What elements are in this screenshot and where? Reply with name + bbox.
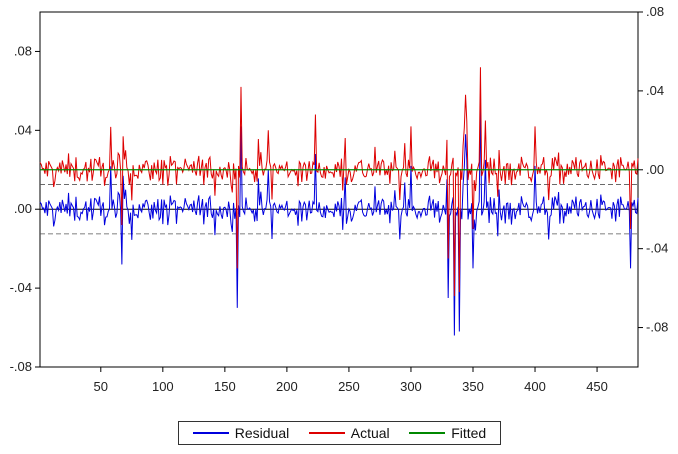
x-tick-label: 250 — [338, 379, 360, 394]
x-tick-label: 100 — [152, 379, 174, 394]
x-tick-label: 450 — [586, 379, 608, 394]
y-right-tick-label: .04 — [646, 83, 664, 98]
y-right-tick-label: .08 — [646, 4, 664, 19]
y-left-tick-label: .00 — [14, 201, 32, 216]
y-left-tick-label: -.04 — [10, 280, 32, 295]
plot-frame — [39, 11, 639, 368]
y-right-tick-label: -.04 — [646, 241, 668, 256]
legend-label: Fitted — [451, 425, 487, 441]
x-tick-label: 400 — [524, 379, 546, 394]
y-right-tick-label: .00 — [646, 162, 664, 177]
legend: Residual Actual Fitted — [178, 421, 501, 445]
legend-item-fitted: Fitted — [409, 425, 486, 441]
legend-item-residual: Residual — [192, 425, 290, 441]
legend-item-actual: Actual — [308, 425, 390, 441]
series-line-actual — [39, 67, 639, 297]
y-left-tick-label: .04 — [14, 122, 32, 137]
x-tick-label: 350 — [462, 379, 484, 394]
y-left-tick-label: -.08 — [10, 359, 32, 374]
x-tick-label: 300 — [400, 379, 422, 394]
legend-swatch — [409, 432, 446, 434]
x-tick-label: 50 — [94, 379, 108, 394]
y-right-tick-label: -.08 — [646, 320, 668, 335]
series-line-residual — [39, 106, 639, 336]
legend-label: Actual — [350, 425, 390, 441]
legend-swatch — [192, 432, 229, 434]
x-tick-label: 200 — [276, 379, 298, 394]
x-tick-label: 150 — [214, 379, 236, 394]
legend-label: Residual — [234, 425, 290, 441]
y-left-tick-label: .08 — [14, 43, 32, 58]
legend-swatch — [308, 432, 345, 434]
